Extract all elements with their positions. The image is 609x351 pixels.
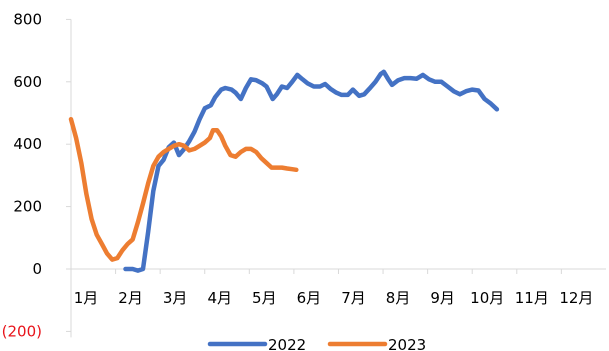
- x-tick-label: 12月: [559, 289, 593, 307]
- x-tick-label: 10月: [470, 289, 504, 307]
- legend-label-2022: 2022: [268, 336, 306, 351]
- y-tick-label: (200): [2, 322, 42, 340]
- x-tick-label: 7月: [341, 289, 366, 307]
- x-tick-label: 5月: [252, 289, 277, 307]
- legend-label-2023: 2023: [388, 336, 426, 351]
- x-tick-label: 2月: [118, 289, 143, 307]
- x-tick-label: 11月: [515, 289, 549, 307]
- x-tick-label: 9月: [430, 289, 455, 307]
- series-line-2023: [68, 116, 299, 262]
- legend: 2022 2023: [207, 336, 426, 351]
- x-tick-label: 4月: [207, 289, 232, 307]
- y-tick-label: 0: [32, 260, 42, 278]
- y-tick-label: 200: [13, 198, 42, 216]
- x-tick-label: 6月: [297, 289, 322, 307]
- series-layer: [68, 69, 500, 273]
- series-line-2022: [123, 69, 500, 273]
- y-axis: 800 600 400 200 0 (200): [2, 10, 72, 340]
- y-tick-label: 600: [13, 73, 42, 91]
- x-axis: 1月 2月 3月 4月 5月 6月 7月 8月 9月 10月 11月 12月: [70, 268, 606, 307]
- x-tick-label: 1月: [74, 289, 99, 307]
- x-tick-label: 8月: [386, 289, 411, 307]
- x-tick-label: 3月: [163, 289, 188, 307]
- y-tick-label: 400: [13, 135, 42, 153]
- y-tick-label: 800: [13, 10, 42, 28]
